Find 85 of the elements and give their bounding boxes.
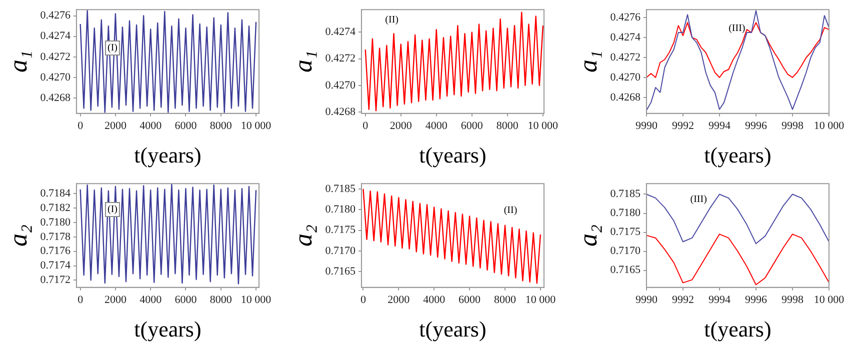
x-tick-label: 4000 bbox=[140, 294, 162, 306]
x-tick-label: 10 000 bbox=[240, 294, 272, 306]
y-tick-label: 0.7174 bbox=[40, 260, 71, 272]
y-axis-title: a₂ bbox=[288, 224, 318, 247]
x-tick-label: 6000 bbox=[174, 294, 198, 306]
x-tick-label: 10 000 bbox=[240, 120, 272, 132]
y-tick-label: 0.7170 bbox=[325, 244, 356, 257]
x-tick-label: 8000 bbox=[496, 120, 519, 132]
x-tick-label: 6000 bbox=[174, 120, 198, 132]
y-tick-label: 0.7172 bbox=[40, 274, 70, 286]
y-tick-label: 0.7165 bbox=[325, 266, 356, 278]
x-tick-label: 8000 bbox=[210, 120, 232, 132]
annotation: (II) bbox=[504, 205, 518, 216]
y-tick-label: 0.4272 bbox=[610, 51, 640, 64]
y-axis-title: a₂ bbox=[3, 224, 32, 247]
x-tick-label: 0 bbox=[78, 294, 84, 306]
y-tick-label: 0.4274 bbox=[40, 30, 71, 42]
x-tick-label: 2000 bbox=[390, 120, 412, 132]
x-axis-title: t(years) bbox=[134, 142, 202, 168]
x-tick-label: 4000 bbox=[140, 120, 162, 132]
y-tick-label: 0.4272 bbox=[40, 50, 70, 63]
y-tick-label: 0.7185 bbox=[325, 182, 356, 195]
x-tick-label: 0 bbox=[360, 294, 366, 306]
annotation: (I) bbox=[107, 204, 118, 216]
x-tick-label: 10 000 bbox=[525, 294, 556, 306]
x-tick-label: 6000 bbox=[458, 294, 482, 306]
y-tick-label: 0.7176 bbox=[40, 245, 71, 258]
y-tick-label: 0.7175 bbox=[325, 224, 356, 236]
y-axis-title: a₁ bbox=[288, 50, 318, 73]
y-tick-label: 0.4276 bbox=[610, 11, 641, 24]
x-tick-label: 6000 bbox=[460, 120, 484, 132]
x-tick-label: 9998 bbox=[781, 120, 804, 132]
annotation: (II) bbox=[385, 14, 399, 26]
y-tick-label: 0.4270 bbox=[40, 71, 71, 84]
x-tick-label: 4000 bbox=[425, 120, 448, 132]
x-tick-label: 9998 bbox=[781, 294, 804, 306]
y-tick-label: 0.7165 bbox=[610, 264, 641, 276]
y-tick-label: 0.4268 bbox=[325, 106, 356, 118]
x-tick-label: 2000 bbox=[388, 294, 410, 306]
x-axis-title: t(years) bbox=[419, 142, 486, 168]
x-axis-title: t(years) bbox=[419, 316, 486, 342]
y-axis-title: a₁ bbox=[573, 50, 602, 73]
annotation: (III) bbox=[728, 22, 746, 34]
x-tick-label: 4000 bbox=[423, 294, 446, 306]
annotation: (I) bbox=[107, 42, 118, 54]
y-tick-label: 0.7178 bbox=[40, 230, 71, 243]
y-axis-title: a₁ bbox=[3, 50, 32, 73]
y-tick-label: 0.7180 bbox=[325, 204, 356, 216]
y-tick-label: 0.7180 bbox=[40, 216, 71, 228]
y-tick-label: 0.4276 bbox=[40, 10, 71, 22]
annotation: (III) bbox=[690, 194, 707, 205]
x-tick-label: 0 bbox=[78, 120, 84, 132]
x-tick-label: 9992 bbox=[672, 120, 694, 132]
y-tick-label: 0.4274 bbox=[325, 26, 356, 38]
x-tick-label: 9996 bbox=[744, 294, 768, 306]
y-tick-label: 0.4272 bbox=[325, 52, 356, 65]
y-tick-label: 0.7184 bbox=[40, 188, 71, 200]
x-tick-label: 9996 bbox=[744, 120, 768, 132]
x-tick-label: 2000 bbox=[104, 294, 127, 306]
x-tick-label: 10 000 bbox=[528, 120, 559, 132]
y-tick-label: 0.4268 bbox=[40, 92, 71, 104]
x-tick-label: 9994 bbox=[708, 120, 731, 132]
y-axis-title: a₂ bbox=[573, 224, 602, 247]
y-tick-label: 0.7182 bbox=[40, 202, 70, 214]
x-tick-label: 8000 bbox=[210, 294, 232, 306]
y-tick-label: 0.4270 bbox=[325, 79, 356, 92]
y-tick-label: 0.7180 bbox=[610, 207, 641, 220]
y-tick-label: 0.7175 bbox=[610, 226, 641, 238]
y-tick-label: 0.4270 bbox=[610, 71, 641, 84]
x-tick-label: 9990 bbox=[635, 120, 658, 132]
x-tick-label: 0 bbox=[362, 120, 369, 132]
x-axis-title: t(years) bbox=[704, 142, 772, 168]
y-tick-label: 0.4274 bbox=[610, 31, 641, 44]
x-axis-title: t(years) bbox=[704, 316, 772, 342]
x-tick-label: 10 000 bbox=[814, 294, 845, 306]
x-tick-label: 10 000 bbox=[814, 120, 845, 132]
y-tick-label: 0.7170 bbox=[610, 245, 641, 258]
x-axis-title: t(years) bbox=[134, 316, 202, 342]
x-tick-label: 9994 bbox=[708, 294, 731, 306]
x-tick-label: 9990 bbox=[635, 294, 658, 306]
x-tick-label: 8000 bbox=[494, 294, 517, 306]
x-tick-label: 2000 bbox=[104, 120, 127, 132]
y-tick-label: 0.7185 bbox=[610, 188, 641, 200]
x-tick-label: 9992 bbox=[672, 294, 694, 306]
y-tick-label: 0.4268 bbox=[610, 91, 641, 104]
